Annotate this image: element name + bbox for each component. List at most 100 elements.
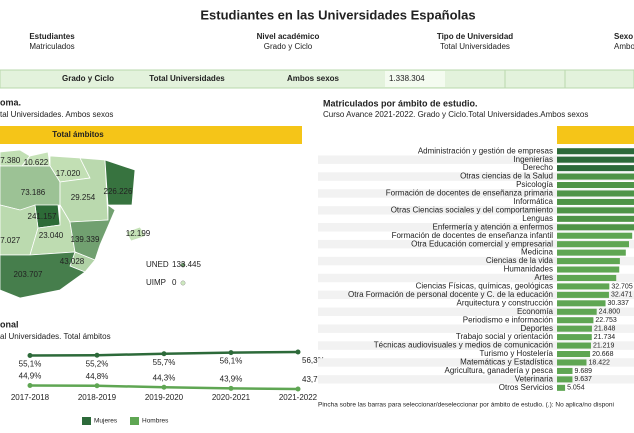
map-label: 27.027 (0, 236, 21, 245)
row-band (318, 239, 634, 249)
category-label: Arquitectura y construcción (457, 298, 554, 307)
point (161, 351, 167, 357)
x-tick-label: 2021-2022 (279, 393, 318, 402)
summary-cell: Grado y Ciclo (62, 74, 114, 83)
line-chart: onal al Universidades. Total ámbitos 2017-… (0, 319, 325, 425)
bar (557, 317, 594, 324)
summary-bar (0, 69, 634, 89)
map-region (125, 226, 147, 242)
filter-label: Nivel académico (257, 32, 320, 41)
bar (557, 384, 566, 391)
map-label: 17.380 (0, 156, 21, 165)
chart-title: onal (0, 319, 19, 329)
header-bar (557, 126, 634, 144)
row-band (318, 189, 634, 198)
data-label: 30.337 (608, 300, 630, 307)
filter-value: Matriculados (29, 42, 74, 51)
bar (557, 173, 634, 180)
data-label: 18.422 (588, 359, 610, 366)
row-band (318, 290, 634, 300)
chart-note: Pincha sobre las barras para seleccionar… (318, 402, 614, 409)
category-label: Lenguas (522, 214, 553, 223)
data-label: 56,3% (302, 356, 325, 365)
bar (557, 241, 629, 248)
filter-value: Total Universidades (440, 42, 510, 51)
category-label: Deportes (521, 324, 553, 333)
category-label: Enfermería y atención a enfermos (432, 222, 553, 231)
category-label: Psicología (516, 180, 553, 189)
summary-cell: Ambos sexos (287, 74, 340, 83)
map-region (104, 159, 136, 206)
data-label: 43,7% (302, 375, 325, 384)
bar (557, 148, 634, 155)
bar (557, 351, 591, 358)
map-label: 203.707 (14, 270, 43, 279)
category-label: Otra Formación de personal docente y C. … (348, 290, 553, 299)
bar (557, 308, 597, 315)
data-label: 44,9% (19, 372, 42, 381)
x-tick-label: 2018-2019 (78, 393, 117, 402)
row-band (318, 307, 634, 316)
map-label: 241.157 (28, 212, 57, 221)
point (27, 382, 33, 388)
map-other-name: UNED (146, 260, 169, 269)
row-band (318, 223, 634, 232)
map-label: 12.199 (126, 229, 151, 238)
category-label: Otras Ciencias sociales y del comportami… (391, 205, 554, 214)
bar-chart: Matriculados por ámbito de estudio. Curso… (318, 98, 634, 409)
data-label: 21.848 (594, 326, 616, 333)
bar (557, 232, 633, 239)
row-band (318, 341, 634, 350)
data-label: 55,7% (153, 358, 176, 367)
legend-label: Mujeres (94, 418, 118, 425)
chart-subtitle: al Universidades. Total ámbitos (0, 332, 111, 341)
filter-label: Estudiantes (29, 32, 75, 41)
category-label: Otros Servicios (499, 383, 553, 392)
data-label: 20.668 (592, 351, 614, 358)
data-label: 5.054 (567, 385, 585, 392)
map-other-dot (180, 280, 186, 286)
category-label: Administración y gestión de empresas (418, 146, 553, 155)
category-label: Economía (517, 307, 554, 316)
row-band (318, 172, 634, 181)
map-header-bar (0, 126, 302, 144)
row-band (318, 273, 634, 283)
category-label: Técnicas audiovisuales y medios de comun… (374, 341, 553, 350)
map-subtitle: tal Universidades. Ambos sexos (0, 110, 113, 119)
legend-label: Hombres (142, 418, 169, 425)
chart-subtitle: Curso Avance 2021-2022. Grado y Ciclo.To… (323, 110, 588, 119)
category-label: Medicina (521, 248, 554, 257)
data-label: 55,1% (19, 360, 42, 369)
legend-swatch (130, 417, 139, 425)
point (161, 384, 167, 390)
data-label: 44,8% (86, 372, 109, 381)
data-label: 9.689 (575, 368, 593, 375)
category-label: Derecho (523, 163, 554, 172)
map-label: 17.020 (56, 169, 81, 178)
bar (557, 182, 634, 189)
map-other-value: 133.445 (172, 260, 201, 269)
map-region (0, 251, 86, 299)
bar (557, 156, 634, 163)
row-band (318, 256, 634, 266)
bar (557, 325, 592, 332)
point (295, 386, 301, 392)
data-label: 32.705 (611, 283, 633, 290)
bar (557, 224, 634, 231)
category-label: Veterinaria (515, 374, 554, 383)
category-label: Humanidades (504, 265, 553, 274)
x-tick-label: 2019-2020 (145, 393, 184, 402)
title: Estudiantes en las Universidades Español… (200, 7, 475, 22)
category-label: Artes (534, 273, 553, 282)
filter-value: Grado y Ciclo (264, 42, 313, 51)
row-band (318, 155, 634, 164)
bar (557, 207, 634, 214)
legend-swatch (82, 417, 91, 425)
map-title: oma. (0, 97, 21, 107)
data-label: 9.637 (574, 376, 592, 383)
data-label: 43,9% (220, 375, 243, 384)
bar (557, 300, 606, 307)
